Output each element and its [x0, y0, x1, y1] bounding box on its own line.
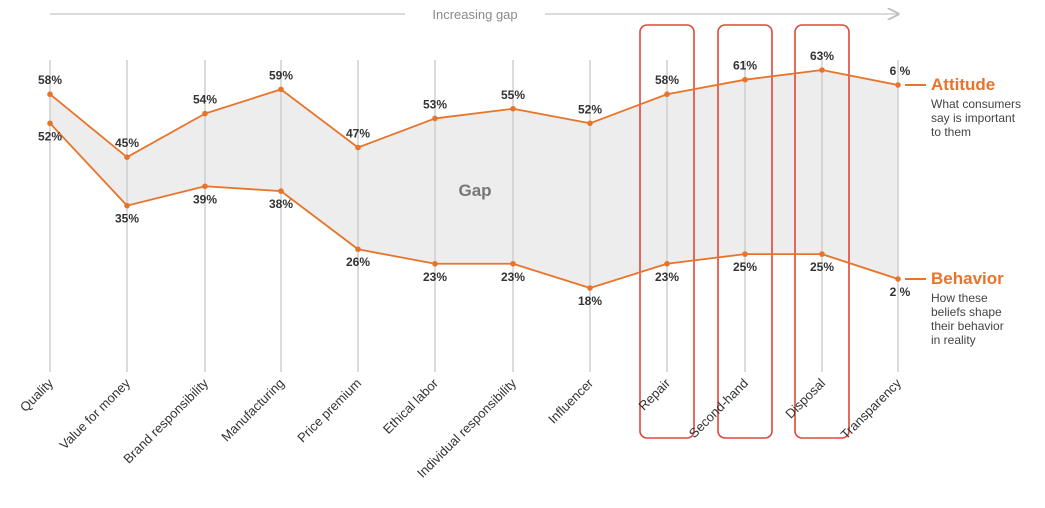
- behavior-point: [355, 246, 361, 253]
- category-label: Transparency: [838, 375, 905, 442]
- attitude-point: [124, 154, 130, 160]
- category-label: Ethical labor: [380, 375, 442, 437]
- attitude-value-label: 47%: [346, 127, 370, 141]
- legend-behavior: Behavior How these beliefs shape their b…: [905, 269, 1007, 347]
- series-lines: [49, 69, 899, 289]
- behavior-point: [432, 260, 438, 267]
- behavior-point: [664, 260, 670, 267]
- behavior-point: [202, 183, 208, 190]
- category-label: Price premium: [294, 376, 364, 446]
- behavior-value-label: 26%: [346, 255, 370, 269]
- attitude-line: [49, 69, 899, 159]
- legend-attitude-title: Attitude: [931, 75, 995, 94]
- category-label: Influencer: [545, 375, 596, 426]
- attitude-value-label: 59%: [269, 68, 293, 82]
- legend-attitude: Attitude What consumers say is important…: [905, 75, 1024, 139]
- category-label: Quality: [17, 375, 57, 415]
- behavior-point: [819, 251, 825, 257]
- behavior-point: [278, 188, 284, 194]
- attitude-point: [202, 110, 208, 117]
- behavior-value-label: 39%: [193, 192, 217, 206]
- category-label: Brand responsibility: [120, 375, 211, 466]
- behavior-value-label: 38%: [269, 197, 293, 211]
- attitude-value-label: 58%: [38, 73, 62, 87]
- data-points: [47, 67, 901, 291]
- attitude-value-label: 58%: [655, 73, 679, 87]
- highlight-box-second-hand: [717, 24, 773, 439]
- attitude-point: [664, 91, 670, 98]
- behavior-value-label: 25%: [810, 260, 834, 274]
- category-axes: [49, 60, 899, 372]
- legend-behavior-desc-line: beliefs shape: [931, 305, 1002, 319]
- behavior-point: [510, 260, 516, 267]
- behavior-value-label: 23%: [423, 270, 447, 284]
- attitude-value-label: 55%: [501, 88, 525, 102]
- behavior-value-label: 35%: [115, 212, 139, 226]
- category-label: Manufacturing: [218, 376, 287, 445]
- highlight-box-repair: [639, 24, 695, 439]
- behavior-point: [742, 251, 748, 257]
- attitude-point: [587, 120, 593, 127]
- behavior-value-label: 23%: [655, 270, 679, 284]
- legend-behavior-title: Behavior: [931, 269, 1004, 288]
- behavior-value-label: 25%: [733, 260, 757, 274]
- attitude-value-label: 6 %: [890, 64, 911, 78]
- gap-fill-area: [50, 70, 898, 288]
- attitude-point: [895, 82, 901, 88]
- behavior-value-label: 2 %: [890, 285, 911, 299]
- increasing-gap-label: Increasing gap: [432, 7, 517, 22]
- attitude-value-label: 52%: [578, 102, 602, 116]
- attitude-value-label: 63%: [810, 49, 834, 63]
- behavior-point: [895, 276, 901, 282]
- behavior-value-label: 52%: [38, 129, 62, 143]
- attitude-value-label: 45%: [115, 136, 139, 150]
- behavior-point: [124, 202, 130, 209]
- category-label: Disposal: [782, 375, 828, 421]
- behavior-line: [49, 122, 899, 289]
- attitude-point: [510, 105, 516, 112]
- attitude-point: [47, 91, 53, 98]
- behavior-value-label: 23%: [501, 270, 525, 284]
- attitude-value-label: 61%: [733, 59, 757, 73]
- attitude-point: [278, 86, 284, 93]
- attitude-value-label: 53%: [423, 97, 447, 111]
- category-label: Value for money: [56, 375, 133, 452]
- attitude-point: [432, 115, 438, 122]
- gap-label: Gap: [458, 181, 491, 200]
- behavior-point: [47, 120, 53, 127]
- behavior-value-label: 18%: [578, 294, 602, 308]
- legend-behavior-desc-line: their behavior: [931, 319, 1004, 333]
- attitude-value-label: 54%: [193, 93, 217, 107]
- behavior-point: [587, 285, 593, 291]
- legend-behavior-desc-line: How these: [931, 291, 988, 305]
- attitude-point: [355, 144, 361, 151]
- value-labels: 58% 52% 45% 35% 54% 39% 59% 38% 47% 26% 53% 23% 55% 2…: [38, 49, 911, 308]
- increasing-gap-arrow: Increasing gap: [50, 7, 898, 22]
- legend-behavior-desc-line: in reality: [931, 333, 976, 347]
- gap-area: [50, 70, 898, 288]
- svg-text:How these beliefs shape: How these beliefs shape their behavior i…: [931, 291, 1007, 347]
- legend-attitude-desc-line: to them: [931, 125, 971, 139]
- legend-attitude-desc-line: say is important: [931, 111, 1016, 125]
- attitude-point: [819, 67, 825, 73]
- highlight-box-disposal: [794, 24, 850, 439]
- highlight-boxes: [639, 24, 850, 439]
- svg-text:What consumers say is im: What consumers say is important to them: [931, 97, 1024, 139]
- category-label: Repair: [635, 375, 673, 413]
- attitude-point: [742, 76, 748, 83]
- legend-attitude-desc-line: What consumers: [931, 97, 1021, 111]
